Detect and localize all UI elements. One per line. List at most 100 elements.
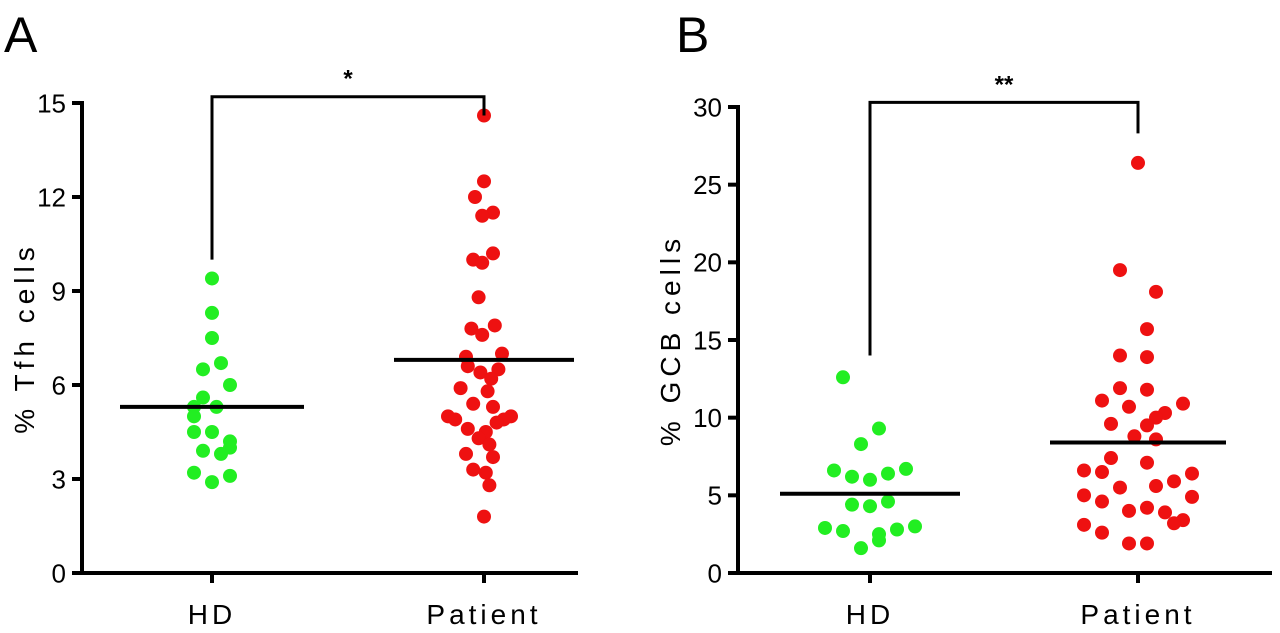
panel-label: A [4,7,38,63]
data-point [475,255,490,270]
data-point [477,509,491,524]
y-tick-label: 5 [708,481,722,511]
data-point [1113,348,1127,363]
y-tick-label: 10 [693,403,722,433]
data-point [1104,451,1118,466]
y-tick-label: 20 [693,248,722,278]
y-tick-label: 6 [52,370,66,400]
data-point [478,465,493,480]
data-point [205,425,219,439]
panel-b: B % GCB cells 0 5 10 15 20 25 30 HD Patient ** [655,7,1272,630]
data-point [845,497,859,512]
data-point [482,478,497,493]
data-point [466,396,481,411]
y-tick-label: 15 [37,88,66,118]
data-point [872,421,886,436]
data-point [1095,393,1109,408]
data-point [460,421,475,436]
data-point [1140,455,1154,470]
data-point [1077,488,1091,503]
data-point [486,399,500,414]
y-axis-title: % GCB cells [655,234,686,446]
data-point [1140,500,1154,515]
data-point [453,381,468,396]
data-point [863,499,877,514]
data-point [214,356,228,371]
data-point [872,533,886,548]
data-point [881,466,895,481]
data-point [836,370,850,385]
x-tick-label: HD [188,599,236,630]
data-point [1113,263,1127,278]
data-point [908,519,922,534]
data-point [489,415,504,430]
data-point [471,290,486,305]
data-point [1176,396,1190,411]
data-point [836,524,850,539]
data-point [187,425,201,439]
data-point [475,208,490,223]
data-point [486,205,500,220]
data-point [1140,536,1154,551]
data-point [205,475,219,490]
data-point [1127,429,1142,444]
data-point [1095,494,1109,509]
data-point [477,174,491,189]
data-point [1122,503,1136,518]
y-tick-label: 3 [52,464,66,494]
data-point [863,472,877,487]
data-point [1140,322,1154,337]
data-point [223,468,237,483]
significance-label: ** [995,71,1014,98]
data-point [205,331,219,345]
data-point [845,469,859,484]
y-tick-label: 0 [52,558,66,588]
data-point [196,443,210,458]
data-point [484,371,499,386]
data-point [464,321,479,336]
data-point [196,390,210,405]
panel-label: B [676,7,709,63]
data-point [468,190,482,204]
data-point [471,431,486,446]
data-point [214,446,228,461]
significance-label: * [343,66,353,93]
data-point [475,327,490,342]
y-tick-label: 12 [37,182,66,212]
data-point [881,494,895,509]
significance-bracket [868,100,1140,356]
data-point [1095,465,1109,480]
data-point [827,463,841,478]
data-point [818,520,832,535]
data-point [1149,284,1163,299]
y-tick-label: 9 [52,276,66,306]
x-tick-label: Patient [1080,599,1195,630]
data-point [473,365,488,380]
data-point [1077,517,1091,532]
data-point [890,522,904,537]
data-point [460,359,475,374]
data-point [1104,416,1118,431]
data-point [187,465,201,480]
data-point [480,384,495,399]
x-tick-label: HD [846,599,894,630]
data-point [899,461,913,476]
significance-bracket [210,95,486,260]
y-tick-label: 30 [693,92,722,122]
data-point [1149,479,1163,494]
data-point [1095,525,1109,540]
data-point [486,450,500,465]
data-point [486,246,500,261]
data-point [1140,418,1154,433]
y-tick-label: 15 [693,325,722,355]
data-point [448,412,463,427]
y-tick-label: 25 [693,170,722,200]
data-point [487,318,502,333]
y-tick-label: 0 [708,558,722,588]
data-point [223,378,237,392]
data-point [495,346,509,361]
data-point [196,362,210,377]
data-point [1122,536,1136,551]
data-point [1077,463,1091,478]
